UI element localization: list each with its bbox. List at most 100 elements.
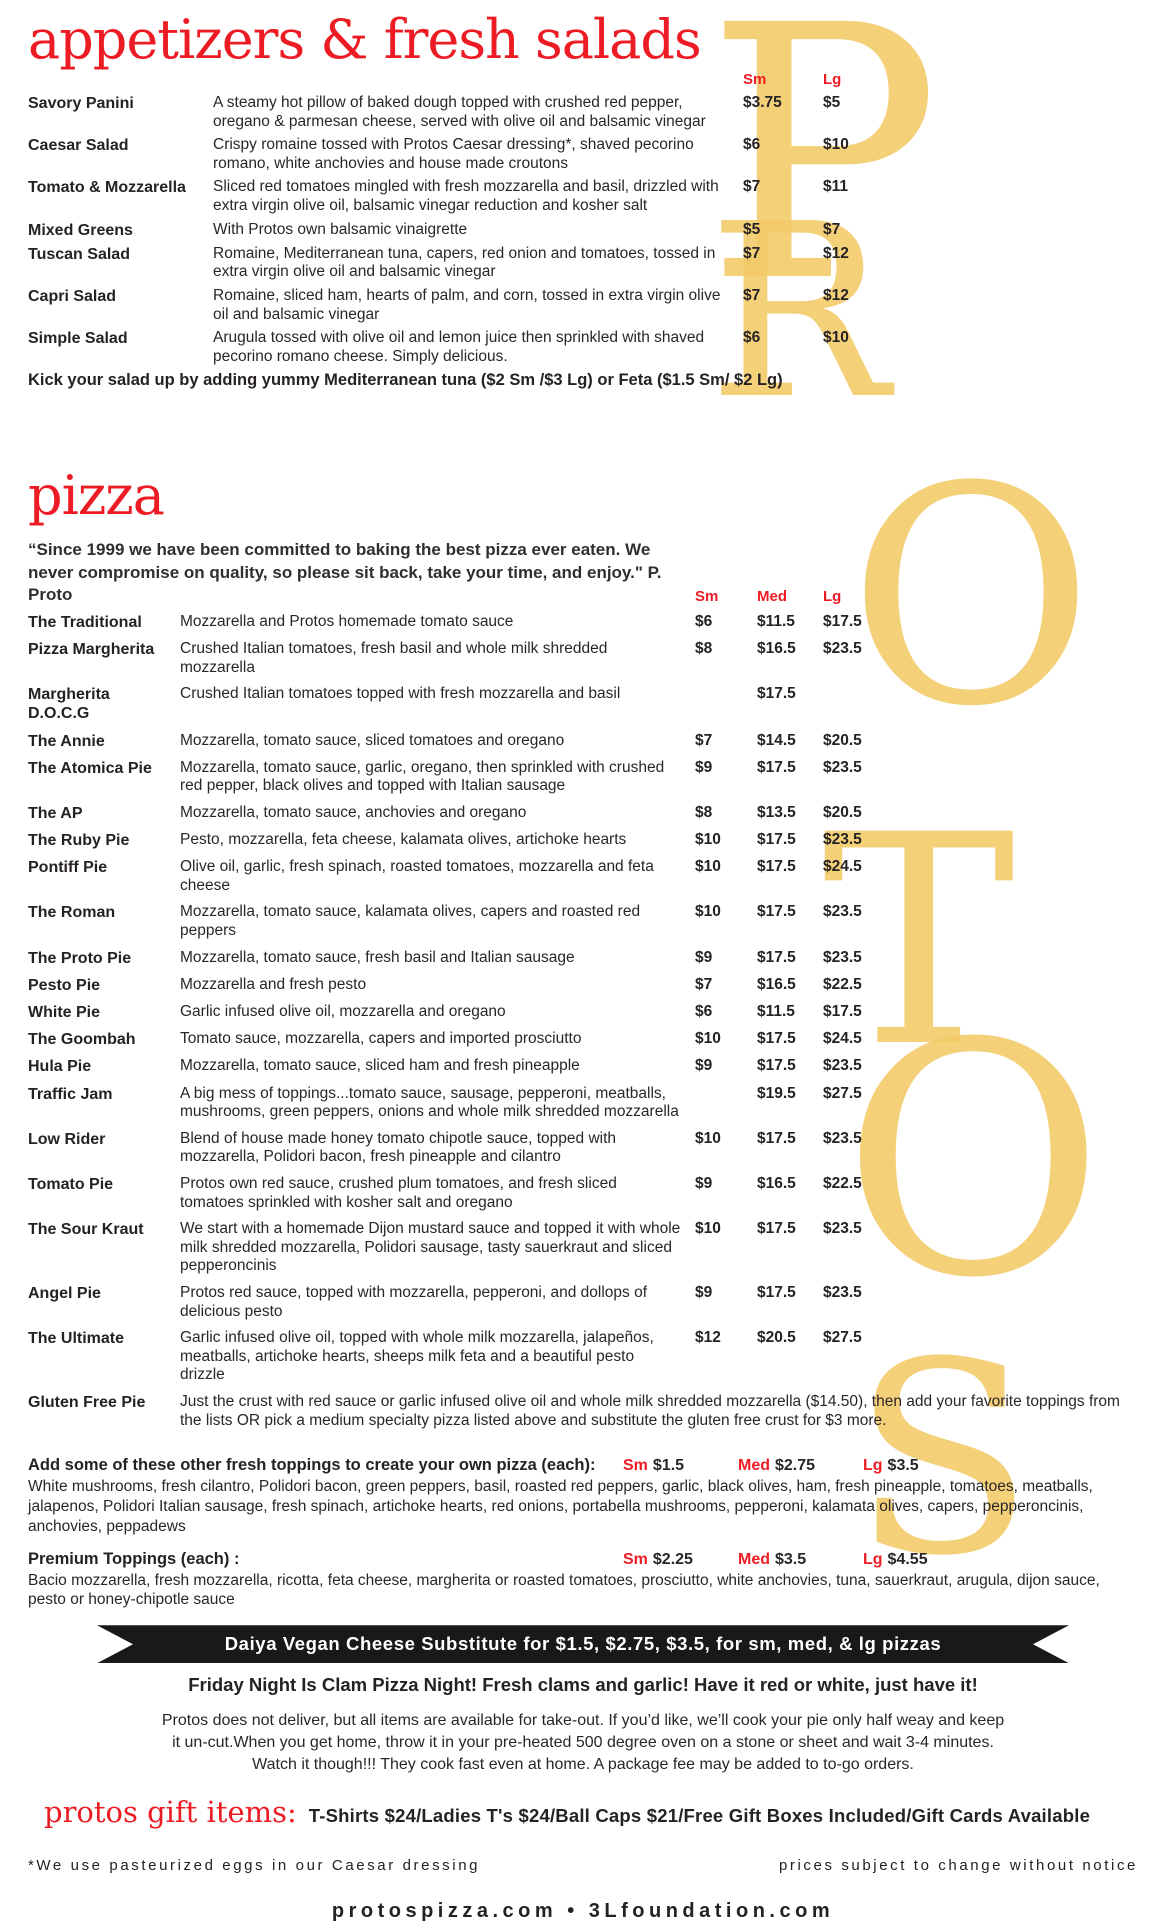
item-price-sm: $10 — [695, 858, 721, 876]
premium-price-med: Med $3.5 — [738, 1551, 863, 1569]
menu-item-row: The Roman Mozzarella, tomato sauce, kala… — [28, 903, 1138, 940]
menu-item-row: Tuscan Salad Romaine, Mediterranean tuna… — [28, 245, 1138, 282]
menu-item-row: The Atomica Pie Mozzarella, tomato sauce… — [28, 759, 1138, 796]
item-description: With Protos own balsamic vinaigrette — [213, 220, 468, 238]
item-price-sm — [695, 685, 757, 723]
vegan-cheese-ribbon: Daiya Vegan Cheese Substitute for $1.5, … — [97, 1625, 1069, 1663]
item-name: White Pie — [28, 1004, 101, 1022]
fresh-toppings-heading: Add some of these other fresh toppings t… — [28, 1456, 596, 1475]
item-description: Garlic infused olive oil, topped with wh… — [180, 1329, 654, 1384]
item-price-lg: $23.5 — [823, 903, 862, 921]
item-description: Garlic infused olive oil, mozzarella and… — [180, 1003, 506, 1021]
item-price-med: $17.5 — [757, 1030, 796, 1048]
premium-toppings-header: Premium Toppings (each) : Sm $2.25 Med $3.… — [28, 1550, 1138, 1569]
item-description: Mozzarella, tomato sauce, sliced ham and… — [180, 1057, 580, 1075]
item-price-sm: $9 — [695, 948, 713, 966]
footnote-prices: prices subject to change without notice — [778, 1857, 1138, 1875]
column-header-lg: Lg — [823, 587, 842, 605]
item-price-med: $20.5 — [757, 1329, 796, 1347]
item-description: Mozzarella, tomato sauce, anchovies and … — [180, 803, 527, 821]
item-price-sm: $12 — [695, 1329, 721, 1347]
item-price-med: $16.5 — [757, 639, 796, 657]
menu-item-row: Pontiff Pie Olive oil, garlic, fresh spi… — [28, 858, 1138, 895]
item-price-med: $17.5 — [757, 758, 796, 776]
item-price-med: $19.5 — [757, 1084, 796, 1102]
item-price-sm: $10 — [695, 903, 721, 921]
menu-item-row: Low Rider Blend of house made honey toma… — [28, 1130, 1138, 1167]
appetizers-column-headers: Sm Lg — [28, 71, 1138, 88]
item-description: Mozzarella, tomato sauce, garlic, oregan… — [180, 758, 665, 795]
price-label-lg: Lg — [863, 1457, 883, 1475]
item-price-med: $16.5 — [757, 1174, 796, 1192]
item-name: The Traditional — [28, 613, 142, 631]
price-value-sm: $1.5 — [652, 1457, 685, 1475]
premium-toppings-heading: Premium Toppings (each) : — [28, 1549, 240, 1568]
item-description: Tomato sauce, mozzarella, capers and imp… — [180, 1030, 582, 1048]
menu-item-row: Hula Pie Mozzarella, tomato sauce, slice… — [28, 1057, 1138, 1076]
section-title-pizza: pizza — [28, 464, 165, 528]
item-description: Crushed Italian tomatoes, fresh basil an… — [180, 639, 608, 676]
fresh-toppings-block: Add some of these other fresh toppings t… — [28, 1456, 1138, 1536]
item-price-sm: $8 — [695, 803, 713, 821]
takeout-line: Protos does not deliver, but all items a… — [161, 1712, 1005, 1730]
item-name: The Goombah — [28, 1031, 136, 1049]
watermark-letter-r: R — [708, 172, 889, 452]
salad-addon-note: Kick your salad up by adding yummy Medit… — [28, 371, 783, 390]
vegan-cheese-text: Daiya Vegan Cheese Substitute for $1.5, … — [224, 1633, 942, 1655]
item-name: The Proto Pie — [28, 949, 132, 967]
item-description: Olive oil, garlic, fresh spinach, roaste… — [180, 858, 654, 894]
item-description: Mozzarella, tomato sauce, kalamata olive… — [180, 903, 641, 940]
item-price-sm: $10 — [695, 1129, 721, 1147]
item-price-sm: $6 — [695, 612, 713, 630]
item-price-lg: $22.5 — [823, 975, 862, 993]
item-price-sm: $9 — [695, 1057, 713, 1075]
item-price-sm: $3.75 — [743, 94, 782, 112]
gift-items-text: T-Shirts $24/Ladies T's $24/Ball Caps $2… — [308, 1805, 1091, 1827]
premium-toppings-block: Premium Toppings (each) : Sm $2.25 Med $3.… — [28, 1550, 1138, 1611]
menu-item-row: The Proto Pie Mozzarella, tomato sauce, … — [28, 949, 1138, 968]
item-price-lg: $22.5 — [823, 1174, 862, 1192]
item-description: Arugula tossed with olive oil and lemon … — [213, 329, 705, 365]
item-description: We start with a homemade Dijon mustard s… — [180, 1220, 681, 1275]
price-value-med: $3.5 — [775, 1550, 807, 1568]
item-price-sm — [695, 1085, 757, 1122]
menu-item-row: The Traditional Mozzarella and Protos ho… — [28, 613, 1138, 632]
item-name: Pesto Pie — [28, 976, 101, 994]
section-title-appetizers: appetizers & fresh salads — [28, 8, 702, 71]
item-description: A big mess of toppings...tomato sauce, s… — [180, 1084, 679, 1121]
item-price-med: $11.5 — [757, 1003, 795, 1021]
menu-item-row: Pizza Margherita Crushed Italian tomatoe… — [28, 640, 1138, 677]
item-price-lg: $10 — [823, 136, 849, 154]
item-price-sm: $5 — [743, 220, 761, 238]
item-price-lg: $23.5 — [823, 1220, 862, 1238]
menu-item-row: Tomato Pie Protos own red sauce, crushed… — [28, 1175, 1138, 1212]
pizza-column-headers: Sm Med Lg — [28, 588, 1138, 605]
item-price-med: $17.5 — [757, 1129, 796, 1147]
menu-item-row: Savory Panini A steamy hot pillow of bak… — [28, 94, 1138, 131]
item-name: Tomato Pie — [28, 1175, 114, 1193]
footnotes-row: *We use pasteurized eggs in our Caesar d… — [28, 1857, 1138, 1874]
menu-item-row: Caesar Salad Crispy romaine tossed with … — [28, 136, 1138, 173]
item-price-med: $17.5 — [757, 1220, 796, 1238]
item-price-lg — [823, 685, 1138, 723]
column-header-sm: Sm — [695, 587, 719, 605]
price-label-sm: Sm — [623, 1457, 648, 1475]
item-name: Gluten Free Pie — [28, 1393, 146, 1411]
menu-item-row: Margherita D.O.C.G Crushed Italian tomat… — [28, 685, 1138, 723]
item-price-sm: $9 — [695, 758, 713, 776]
watermark-letter-o2: O — [842, 976, 1105, 1348]
fresh-price-lg: Lg $3.5 — [863, 1457, 1138, 1475]
price-label-med: Med — [738, 1457, 770, 1475]
price-value-sm: $2.25 — [652, 1550, 693, 1568]
watermark-letter-t: T — [822, 774, 1016, 1111]
gift-items-label: protos gift items: — [44, 1795, 297, 1830]
price-value-lg: $4.55 — [887, 1550, 928, 1568]
item-price-sm: $7 — [743, 178, 761, 196]
item-price-lg: $23.5 — [823, 1129, 862, 1147]
item-name: Capri Salad — [28, 288, 117, 306]
item-description: Crispy romaine tossed with Protos Caesar… — [213, 136, 694, 172]
item-price-sm: $8 — [695, 639, 713, 657]
price-value-lg: $3.5 — [887, 1457, 919, 1475]
item-name: The Ruby Pie — [28, 832, 130, 850]
